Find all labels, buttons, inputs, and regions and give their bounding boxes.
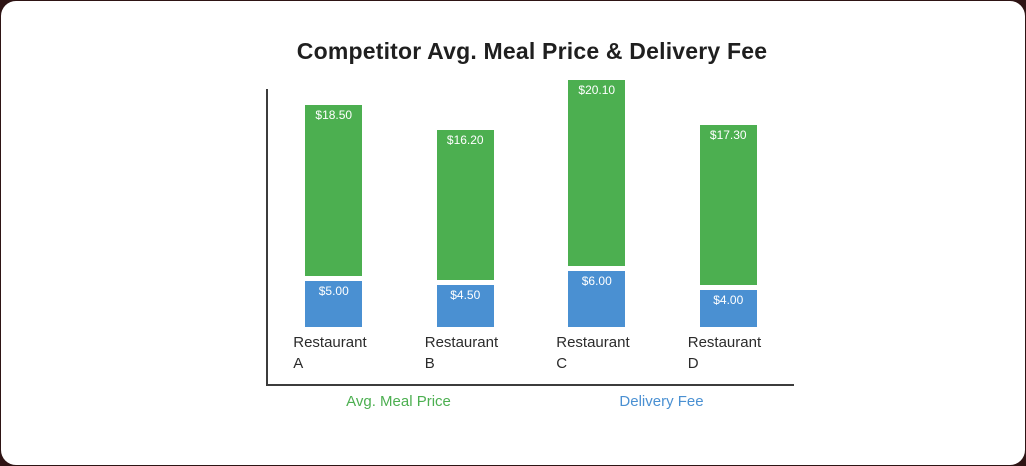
category-label-restaurant-c: Restaurant C [556, 334, 630, 372]
chart-title: Competitor Avg. Meal Price & Delivery Fe… [296, 38, 768, 64]
bar-column-restaurant-c: $20.10 $6.00 [568, 80, 626, 327]
category-label-restaurant-a: Restaurant A [293, 334, 367, 372]
bar-segment-avg-meal-price: $17.30 [699, 125, 757, 285]
bar-column-restaurant-a: $18.50 $5.00 [305, 105, 363, 327]
bar-segment-delivery-fee: $6.00 [568, 271, 626, 327]
value-label: $18.50 [315, 108, 353, 122]
bar-segment-delivery-fee: $5.00 [305, 281, 363, 327]
value-label: $4.50 [450, 288, 481, 302]
category-label-restaurant-d: Restaurant D [687, 334, 762, 372]
value-label: $4.00 [713, 293, 744, 307]
legend-item-avg-meal-price: Avg. Meal Price [346, 393, 451, 410]
bar-segment-delivery-fee: $4.50 [436, 285, 494, 327]
bar-column-restaurant-d: $17.30 $4.00 [699, 125, 757, 327]
bar-segment-avg-meal-price: $18.50 [305, 105, 363, 276]
legend: Avg. Meal Price Delivery Fee [267, 393, 793, 415]
bar-segment-avg-meal-price: $16.20 [436, 130, 494, 280]
value-label: $16.20 [446, 133, 484, 147]
value-label: $20.10 [578, 83, 616, 97]
bar-segment-delivery-fee: $4.00 [699, 290, 757, 327]
plot-area: $18.50 $5.00 Restaurant A $16.20 $4.50 Restau… [266, 80, 794, 386]
value-label: $6.00 [581, 274, 612, 288]
value-label: $17.30 [709, 128, 747, 142]
category-label-restaurant-b: Restaurant B [424, 334, 499, 372]
bar-segment-avg-meal-price: $20.10 [568, 80, 626, 266]
legend-item-delivery-fee: Delivery Fee [619, 393, 704, 410]
bar-column-restaurant-b: $16.20 $4.50 [436, 130, 494, 327]
value-label: $5.00 [318, 284, 349, 298]
